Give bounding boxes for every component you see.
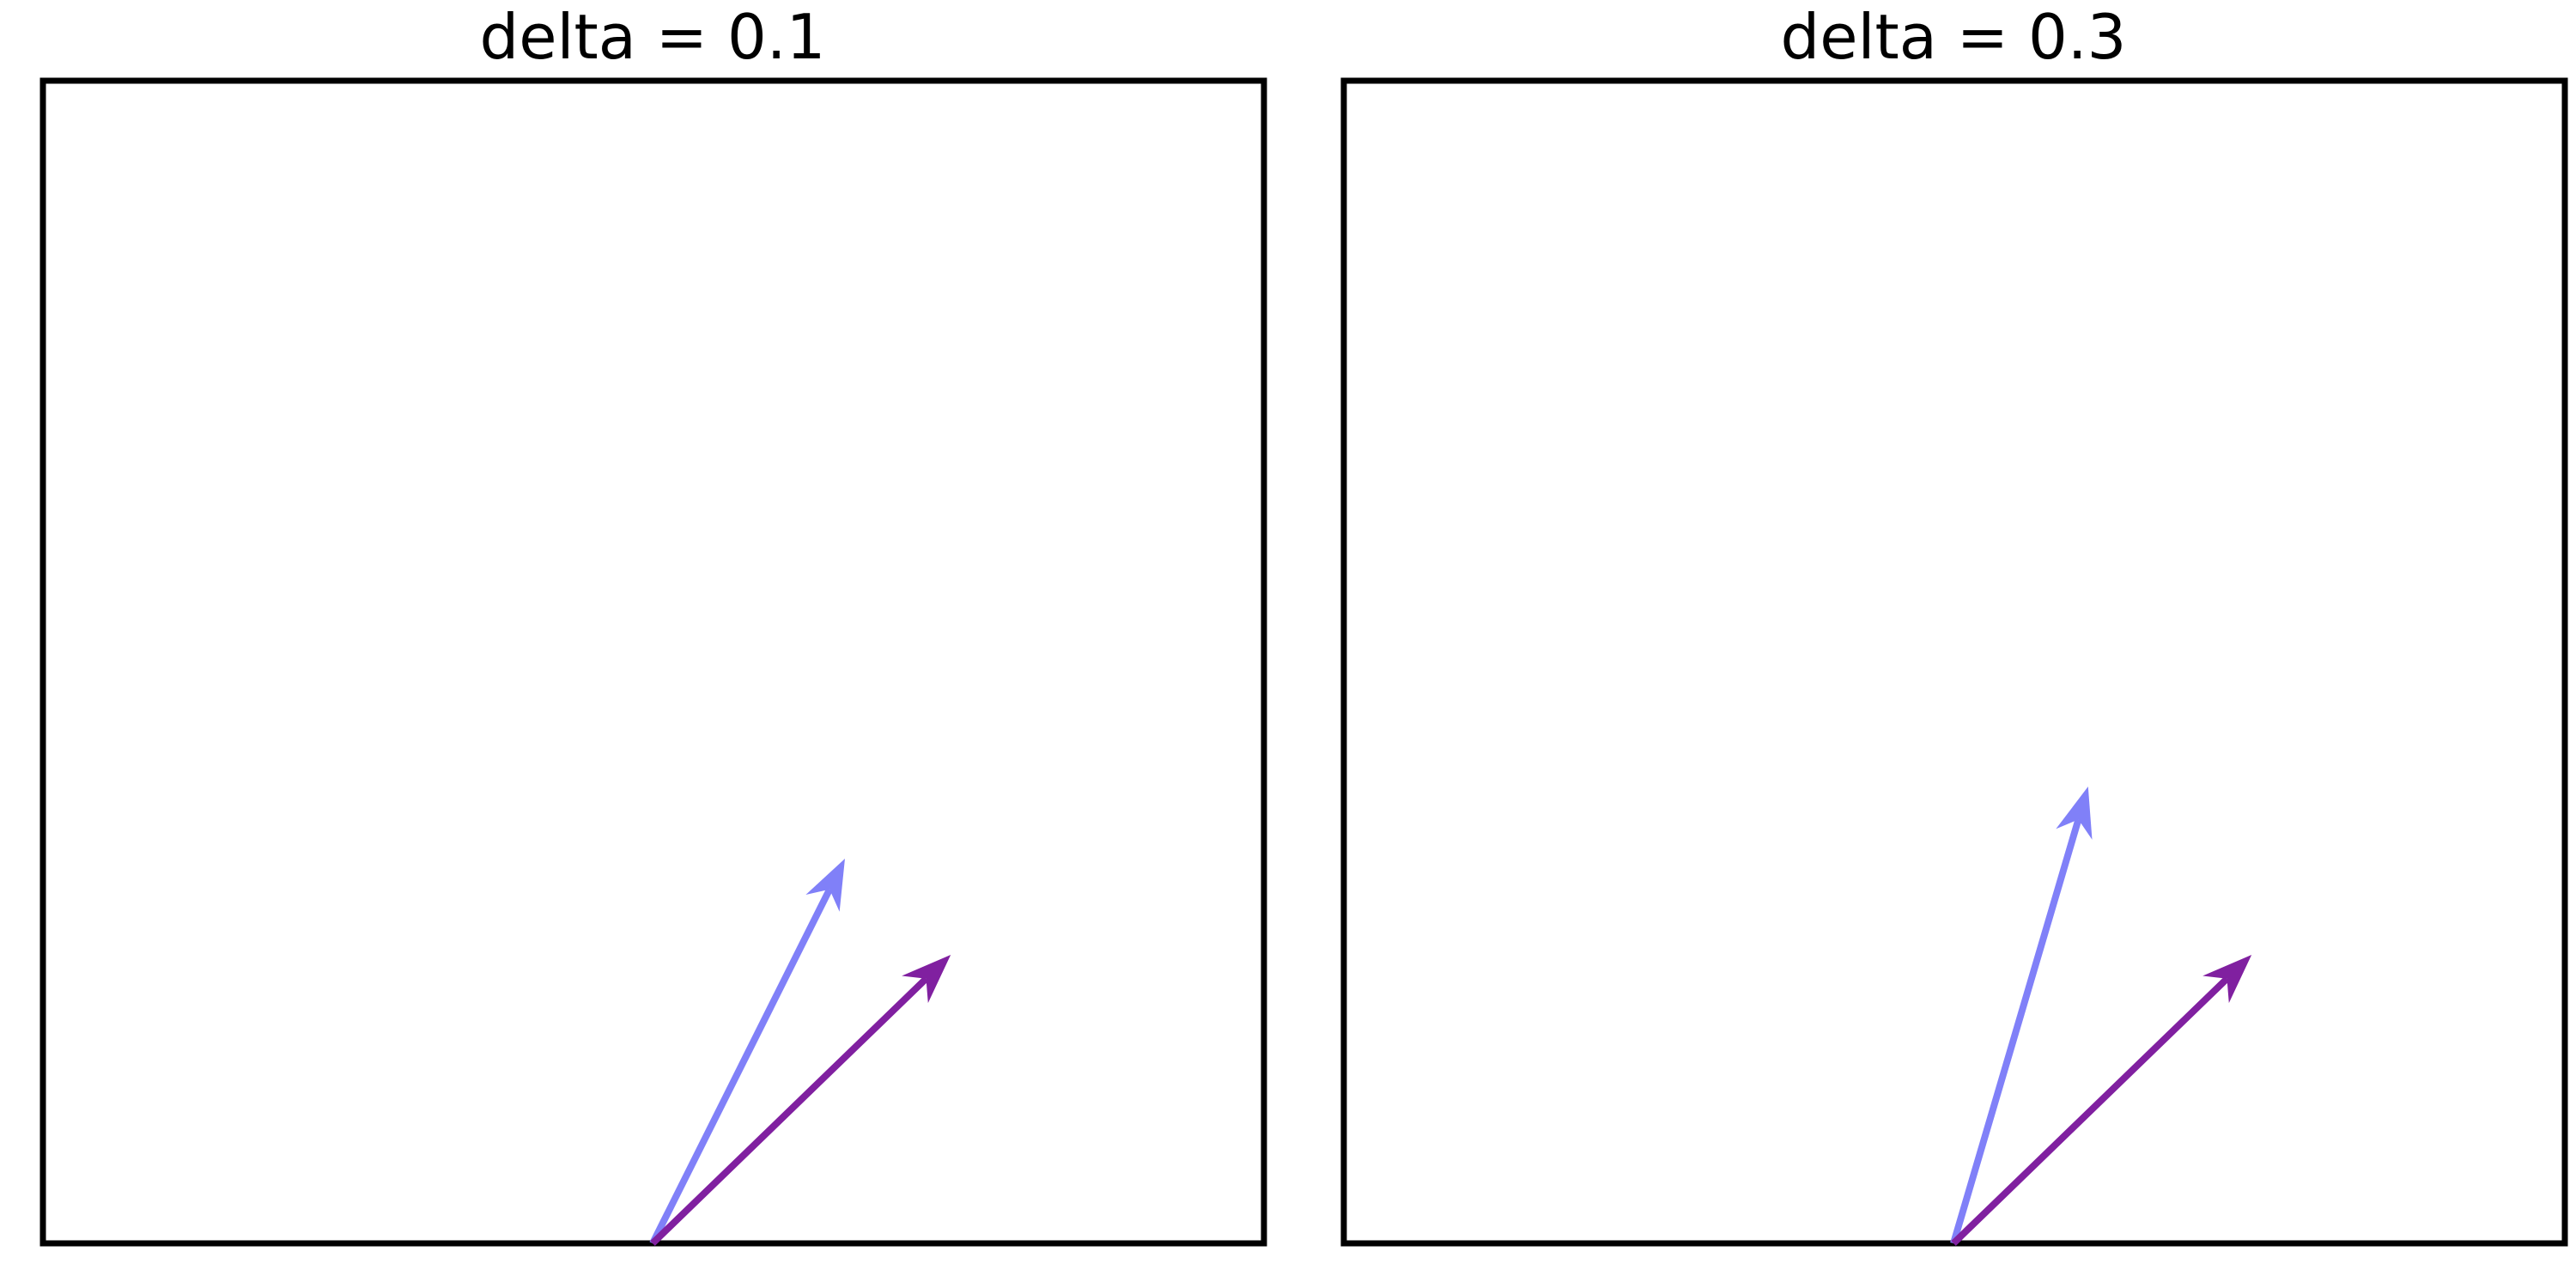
dark-arrow-shaft: [650, 975, 929, 1246]
panel-frame-left: [39, 77, 1267, 1247]
arrow-group-right: [1950, 787, 2252, 1246]
arrow-group-left: [649, 859, 951, 1246]
panel-right: delta = 0.3: [1340, 1, 2568, 1247]
panel-title-left: delta = 0.1: [480, 1, 826, 73]
dark-arrow-shaft: [1951, 975, 2230, 1246]
light-arrow-shaft: [649, 887, 833, 1245]
light-arrow-head: [2056, 787, 2093, 840]
dark-arrow-head: [902, 955, 951, 1004]
panel-left: delta = 0.1: [39, 1, 1267, 1247]
panel-frame-right: [1340, 77, 2568, 1247]
panel-title-right: delta = 0.3: [1781, 1, 2127, 73]
dark-arrow-head: [2202, 955, 2252, 1004]
light-arrow-head: [805, 859, 845, 912]
light-arrow-shaft: [1950, 818, 2082, 1245]
